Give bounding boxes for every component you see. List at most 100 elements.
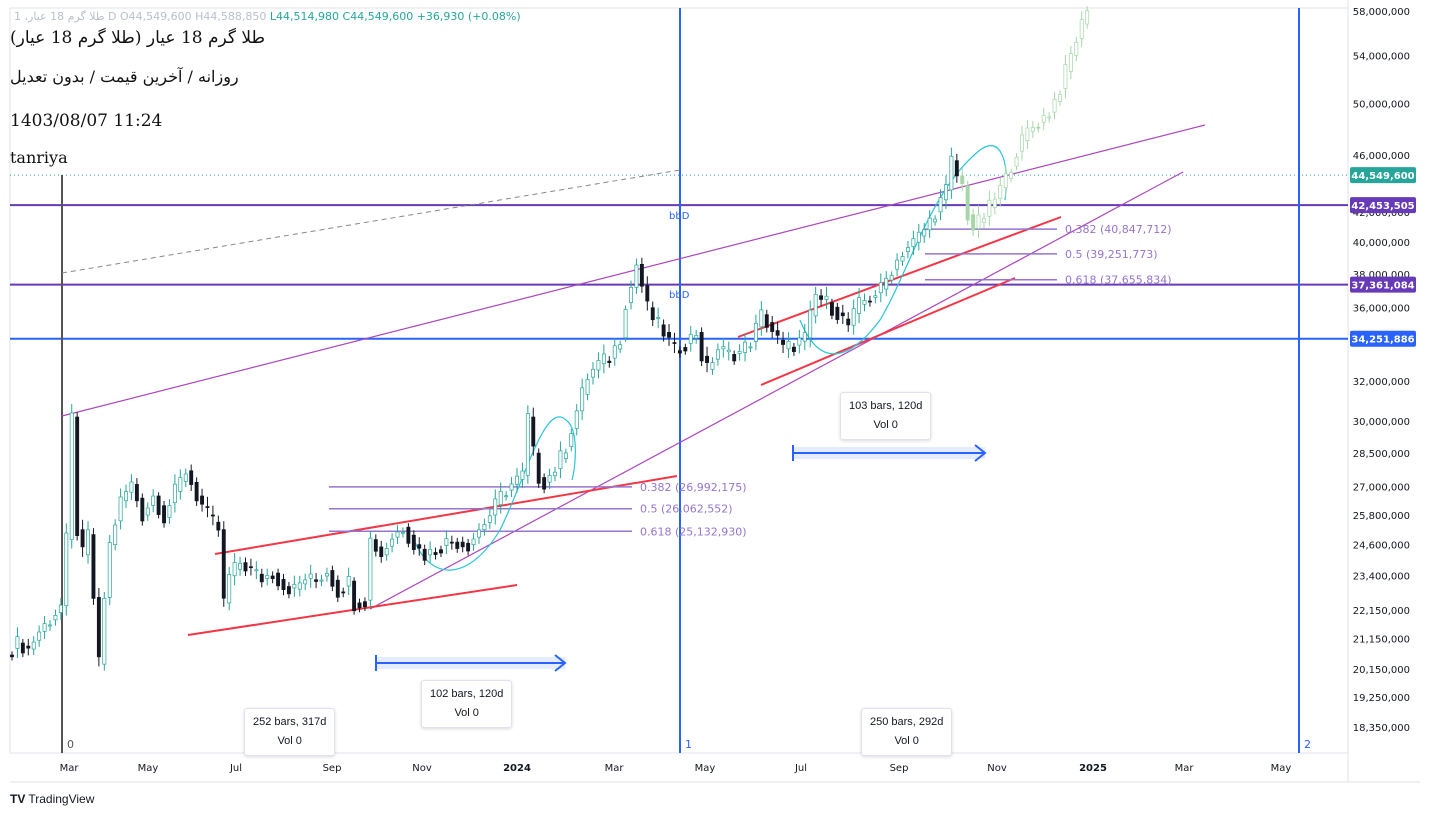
range-bars-label: 103 bars, 120d <box>849 400 923 412</box>
candle-body <box>775 330 780 336</box>
candle-body <box>819 295 824 300</box>
candle-body <box>189 470 194 485</box>
candle-body <box>373 539 378 552</box>
candle-body <box>629 286 633 303</box>
x-tick-label: Sep <box>890 763 909 774</box>
cycle-label: 1 <box>685 738 692 751</box>
candle-body <box>591 368 595 378</box>
projected-candle-body <box>1052 98 1057 113</box>
y-tick-label: 28,500,000 <box>1353 449 1410 460</box>
candle-body <box>933 218 938 223</box>
candle-body <box>216 521 221 531</box>
ohlc-change: +36,930 (+0.08%) <box>416 10 521 23</box>
candle-body <box>531 416 536 447</box>
price-axis-tag-label: 37,361,084 <box>1351 281 1414 292</box>
candle-body <box>661 324 666 337</box>
candle-body <box>889 275 894 281</box>
candle-body <box>737 351 742 354</box>
projected-candle-body <box>982 218 986 223</box>
candle-body <box>194 481 199 502</box>
symbol-faded-label: 1 ،طلا گرم 18 عیار D <box>14 10 117 23</box>
candle-body <box>558 450 563 469</box>
range-bars-label: 250 bars, 292d <box>870 716 944 728</box>
range-measure-arrowhead <box>974 444 987 462</box>
candle-body <box>86 529 90 556</box>
candle-body <box>944 184 948 201</box>
range-vol-label: Vol 0 <box>454 707 479 719</box>
candle-body <box>612 345 617 359</box>
projected-candle-body <box>998 185 1003 199</box>
candle-body <box>281 579 286 590</box>
range-measure-box[interactable]: 103 bars, 120d Vol 0 <box>840 392 932 440</box>
price-axis-tag-label: 42,453,505 <box>1351 201 1414 212</box>
candle-body <box>210 514 215 517</box>
x-tick-label: May <box>138 763 159 774</box>
range-measure-box[interactable]: 250 bars, 292d Vol 0 <box>861 708 953 756</box>
candle-body <box>15 636 20 649</box>
candle-body <box>232 562 237 577</box>
candle-body <box>395 531 400 538</box>
candle-body <box>797 337 802 346</box>
candle-body <box>26 645 31 649</box>
y-tick-label: 42,000,000 <box>1353 208 1410 219</box>
candle-body <box>525 413 530 476</box>
candle-body <box>520 470 525 480</box>
candle-body <box>487 515 492 523</box>
candle-body <box>80 529 85 548</box>
price-axis-tag <box>1350 197 1416 214</box>
candle-body <box>341 591 346 594</box>
y-tick-label: 30,000,000 <box>1353 417 1410 428</box>
fib-level-label: 0.5 (26,062,552) <box>640 503 733 516</box>
range-bars-label: 252 bars, 317d <box>253 716 327 728</box>
x-tick-label: 2025 <box>1079 763 1107 774</box>
x-tick-label: Mar <box>60 763 80 774</box>
candle-body <box>20 642 25 654</box>
cycle-arc <box>411 416 576 571</box>
candle-body <box>672 342 677 344</box>
candle-body <box>69 412 74 540</box>
x-tick-label: Nov <box>412 763 432 774</box>
x-tick-label: May <box>1271 763 1292 774</box>
candle-body <box>726 349 731 353</box>
projected-candle-body <box>992 198 997 208</box>
candle-body <box>585 379 590 395</box>
projected-candle-body <box>1041 115 1046 123</box>
candle-body <box>509 483 514 491</box>
candle-body <box>688 333 693 344</box>
y-tick-label: 20,150,000 <box>1353 665 1410 676</box>
candle-body <box>824 295 829 300</box>
candle-body <box>770 322 775 332</box>
y-tick-label: 24,600,000 <box>1353 541 1410 552</box>
projected-candle-body <box>1047 116 1052 119</box>
projected-candle-body <box>960 175 965 184</box>
candle-body <box>428 548 433 556</box>
candle-body <box>607 360 612 363</box>
candle-body <box>134 484 139 502</box>
candle-body <box>379 546 384 557</box>
candle-body <box>53 615 58 621</box>
candle-body <box>732 354 737 362</box>
candle-body <box>167 505 172 518</box>
candle-body <box>553 471 557 477</box>
projected-candle-body <box>1020 134 1024 152</box>
candle-body <box>596 360 601 371</box>
projected-candle-body <box>1079 19 1084 39</box>
candle-body <box>536 452 541 484</box>
price-axis-tag <box>1350 276 1416 293</box>
tradingview-logo[interactable]: TV TradingView <box>10 792 94 806</box>
candle-body <box>75 416 80 537</box>
x-tick-label: 2024 <box>503 763 531 774</box>
candle-body <box>471 538 476 545</box>
candle-body <box>303 579 308 585</box>
candle-body <box>254 569 259 572</box>
x-tick-label: Sep <box>323 763 342 774</box>
candle-body <box>363 601 367 608</box>
candle-body <box>91 534 96 599</box>
range-measure-box[interactable]: 102 bars, 120d Vol 0 <box>421 680 513 728</box>
y-tick-label: 40,000,000 <box>1353 238 1410 249</box>
fib-level-label: 0.618 (37,655,834) <box>1065 274 1172 287</box>
candle-body <box>916 231 921 243</box>
range-measure-box[interactable]: 252 bars, 317d Vol 0 <box>244 708 336 756</box>
